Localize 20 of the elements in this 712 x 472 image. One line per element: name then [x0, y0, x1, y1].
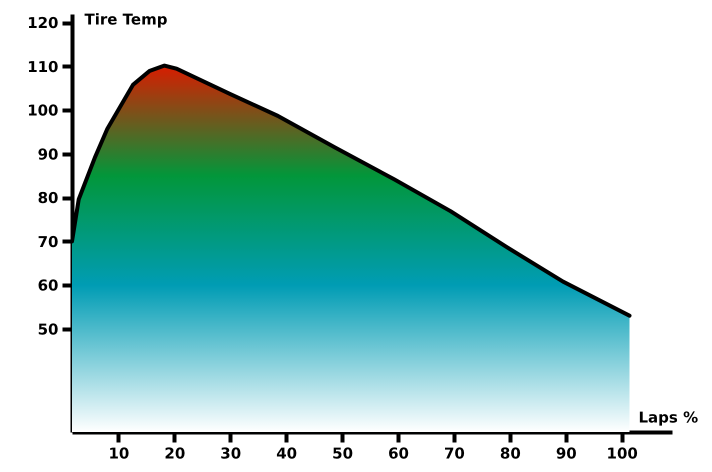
y-tick-label: 100 — [27, 102, 58, 120]
x-tick-label: 10 — [108, 444, 130, 462]
x-tick-label: 60 — [388, 444, 409, 462]
y-tick-label: 70 — [38, 232, 58, 251]
x-tick-label: 90 — [556, 444, 577, 462]
x-tick-label: 20 — [164, 444, 186, 462]
x-tick-label: 80 — [500, 444, 521, 462]
x-tick-label: 50 — [332, 444, 354, 462]
x-tick-label: 40 — [276, 444, 298, 462]
x-tick-label: 30 — [220, 444, 242, 462]
y-tick-label: 120 — [27, 14, 58, 32]
x-axis-title: Laps % — [638, 408, 698, 426]
y-tick-label: 60 — [38, 276, 58, 295]
y-tick-label: 80 — [38, 189, 58, 208]
y-tick-label: 110 — [27, 58, 58, 76]
y-tick-label: 50 — [38, 320, 58, 338]
y-axis-title: Tire Temp — [84, 10, 168, 28]
y-tick-label: 90 — [38, 145, 58, 164]
x-tick-label: 100 — [606, 444, 638, 462]
x-tick-label: 70 — [444, 444, 465, 462]
